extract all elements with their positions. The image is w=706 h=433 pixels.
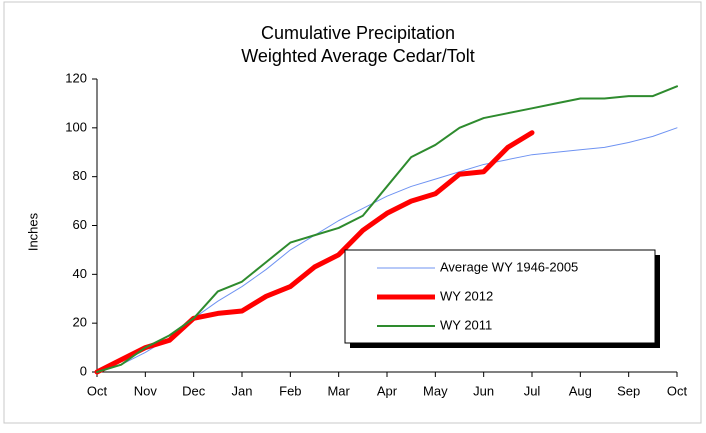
x-tick-label: Feb bbox=[279, 383, 301, 398]
x-tick-label: May bbox=[423, 383, 448, 398]
x-tick-label: Mar bbox=[327, 383, 350, 398]
x-tick-label: Oct bbox=[667, 383, 688, 398]
legend-label: Average WY 1946-2005 bbox=[440, 259, 578, 274]
series-line bbox=[94, 130, 535, 375]
x-tick-label: Apr bbox=[377, 383, 398, 398]
x-tick-label: Jun bbox=[473, 383, 494, 398]
y-axis-label: Inches bbox=[25, 212, 40, 251]
legend-label: WY 2011 bbox=[440, 317, 492, 332]
y-tick-label: 100 bbox=[65, 119, 87, 134]
x-tick-label: Sep bbox=[617, 383, 640, 398]
series-line bbox=[96, 85, 678, 373]
x-tick-label: Jul bbox=[524, 383, 541, 398]
x-tick-label: Dec bbox=[182, 383, 206, 398]
x-tick-label: Nov bbox=[134, 383, 158, 398]
x-tick-label: Oct bbox=[87, 383, 108, 398]
x-tick-label: Aug bbox=[569, 383, 592, 398]
y-tick-label: 80 bbox=[73, 168, 87, 183]
chart-subtitle: Weighted Average Cedar/Tolt bbox=[241, 46, 474, 66]
chart-title: Cumulative Precipitation bbox=[261, 23, 455, 43]
legend-label: WY 2012 bbox=[440, 288, 493, 303]
y-tick-label: 40 bbox=[73, 266, 87, 281]
y-tick-label: 60 bbox=[73, 217, 87, 232]
chart-frame bbox=[3, 1, 702, 424]
y-tick-label: 20 bbox=[73, 315, 87, 330]
y-tick-label: 0 bbox=[80, 363, 87, 378]
x-tick-label: Jan bbox=[232, 383, 253, 398]
y-tick-label: 120 bbox=[65, 70, 87, 85]
